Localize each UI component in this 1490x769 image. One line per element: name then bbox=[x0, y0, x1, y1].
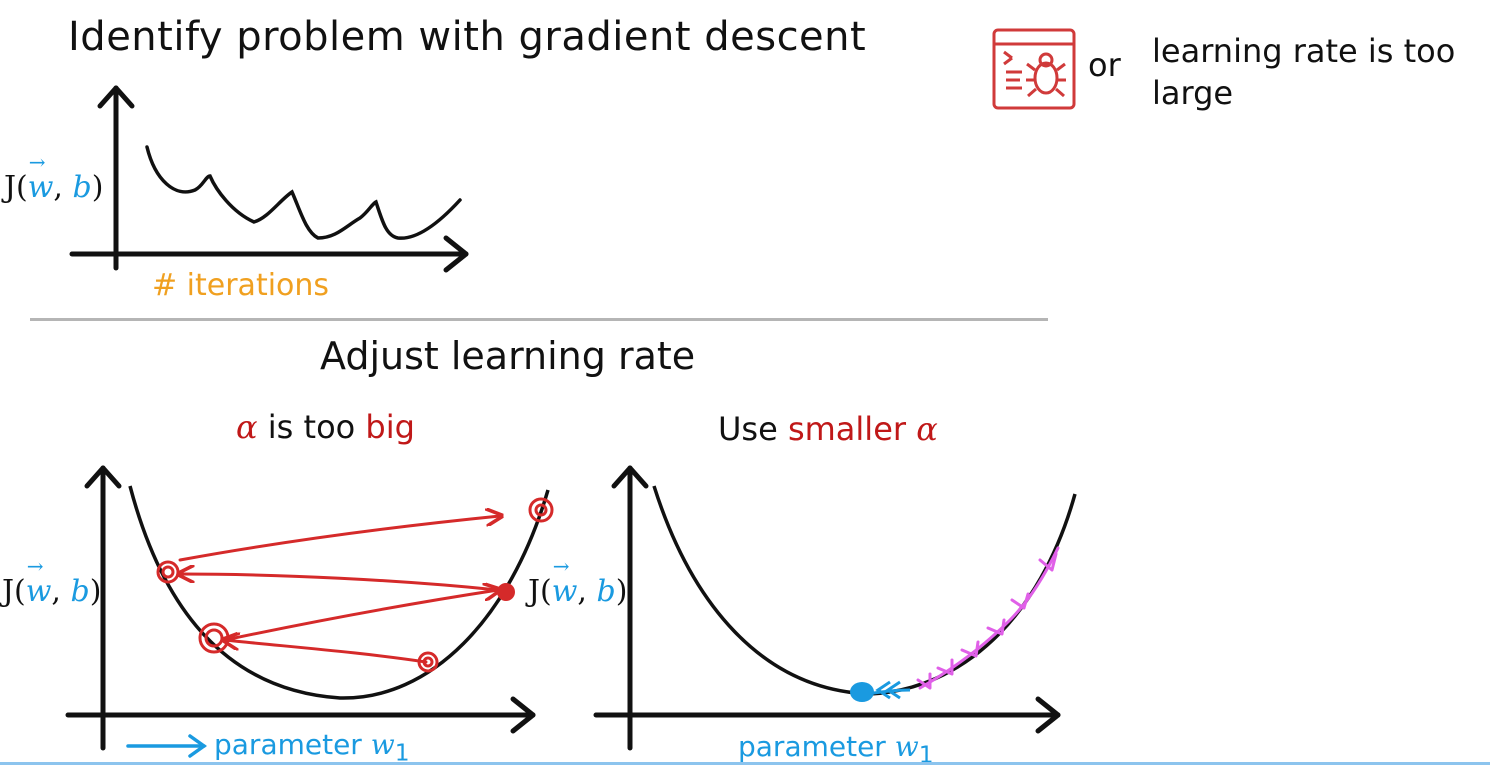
section-divider bbox=[30, 318, 1048, 321]
small-step-arrows bbox=[916, 546, 1060, 690]
left-chart-axes bbox=[65, 465, 536, 751]
right-chart-y-label: J(w, b) bbox=[528, 554, 627, 609]
top-chart-x-label: # iterations bbox=[152, 268, 330, 303]
slide-title: Identify problem with gradient descent bbox=[68, 14, 867, 60]
or-label: or bbox=[1088, 46, 1121, 84]
cost-curve-oscillating bbox=[145, 145, 462, 240]
top-chart-axes bbox=[69, 85, 469, 273]
top-chart-y-label: J(w, b) bbox=[4, 150, 103, 205]
overshoot-arrows bbox=[180, 516, 500, 664]
smaller-alpha-subtitle: Use smaller α bbox=[718, 410, 938, 448]
bottom-accent-line bbox=[0, 762, 1490, 765]
overshoot-points bbox=[156, 497, 554, 673]
left-chart-x-label: parameter w1 bbox=[214, 728, 410, 767]
section-title: Adjust learning rate bbox=[320, 334, 696, 378]
converged-point bbox=[850, 680, 911, 702]
left-chart-y-label: J(w, b) bbox=[2, 554, 101, 609]
overshoot-point-filled bbox=[497, 583, 515, 601]
right-chart-axes bbox=[593, 465, 1061, 751]
code-bug-icon bbox=[992, 28, 1076, 110]
learning-rate-note: learning rate is too large bbox=[1152, 32, 1456, 112]
right-cost-parabola bbox=[652, 485, 1077, 696]
alpha-too-big-subtitle: α is too big bbox=[236, 408, 415, 446]
parameter-direction-arrow bbox=[126, 734, 208, 758]
right-chart-x-label: parameter w1 bbox=[738, 730, 934, 769]
